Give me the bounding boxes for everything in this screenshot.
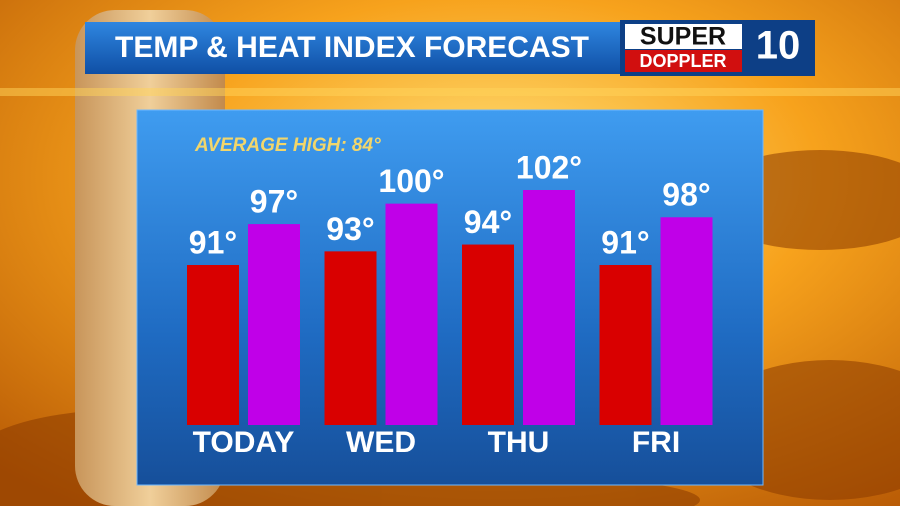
title-bar <box>85 22 620 74</box>
logo-text: DOPPLER <box>639 51 726 71</box>
bar <box>324 251 377 425</box>
bar <box>660 217 713 425</box>
value-label: 97° <box>250 184 298 220</box>
bar <box>523 190 575 425</box>
value-label: 93° <box>326 211 374 247</box>
light-band <box>0 88 900 96</box>
logo-text: SUPER <box>640 23 726 51</box>
value-label: 102° <box>516 149 582 185</box>
value-label: 98° <box>662 177 710 213</box>
category-label: FRI <box>632 426 680 459</box>
title: TEMP & HEAT INDEX FORECAST <box>115 31 589 64</box>
value-label: 94° <box>464 204 512 240</box>
bar <box>385 203 438 425</box>
category-label: WED <box>346 426 416 459</box>
bar <box>248 224 300 425</box>
logo-top <box>625 24 742 49</box>
chart-panel <box>136 109 764 486</box>
bar <box>599 265 652 425</box>
logo-bottom <box>625 50 742 72</box>
category-label: TODAY <box>193 426 295 459</box>
bar <box>462 244 514 425</box>
value-label: 100° <box>378 163 444 199</box>
value-label: 91° <box>189 224 237 260</box>
category-label: THU <box>488 426 550 459</box>
logo-number: 10 <box>756 24 801 68</box>
bar <box>187 265 239 425</box>
value-label: 91° <box>601 224 649 260</box>
annotation: AVERAGE HIGH: 84° <box>194 135 381 156</box>
